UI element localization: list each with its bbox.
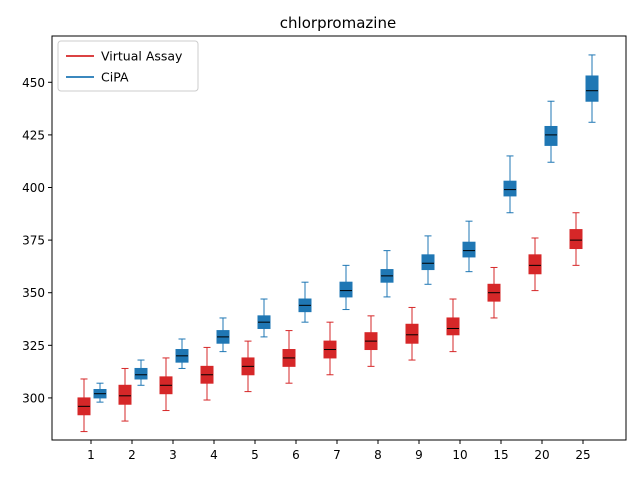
box-cipa [544,100,558,163]
box-cipa [585,54,599,123]
box-cipa [298,281,312,323]
box-virtual-assay [323,321,337,376]
box-iqr [339,281,353,298]
box-cipa [134,359,148,386]
box-iqr [421,254,435,271]
box-cipa [175,338,189,369]
box-virtual-assay [77,378,91,433]
x-tick-label: 7 [333,448,341,462]
box-iqr [528,254,542,275]
box-virtual-assay [282,330,296,384]
box-virtual-assay [405,306,419,361]
box-virtual-assay [159,357,173,412]
y-tick-label: 325 [22,339,45,353]
y-tick-label: 450 [22,76,45,90]
x-tick-label: 25 [575,448,590,462]
y-tick-label: 300 [22,391,45,405]
box-virtual-assay [364,315,378,367]
y-tick-label: 400 [22,181,45,195]
legend: Virtual Assay CiPA [57,40,199,92]
box-iqr [118,384,132,405]
box-virtual-assay [528,237,542,292]
box-virtual-assay [241,340,255,393]
legend-label-cipa: CiPA [101,70,129,85]
y-tick-label: 350 [22,286,45,300]
x-tick-label: 9 [415,448,423,462]
box-cipa [257,298,271,338]
box-cipa [462,220,476,273]
y-axis: 300 325 350 375 400 425 450 [22,76,52,405]
x-tick-label: 8 [374,448,382,462]
box-iqr [585,75,599,102]
x-tick-label: 10 [452,448,467,462]
chart-title: chlorpromazine [280,14,396,32]
x-tick-label: 2 [128,448,136,462]
x-tick-label: 5 [251,448,259,462]
box-cipa [339,264,353,311]
x-tick-label: 15 [493,448,508,462]
box-iqr [134,367,148,380]
box-iqr [446,317,460,336]
box-cipa [421,235,435,285]
box-virtual-assay [569,212,583,266]
box-virtual-assay [446,298,460,353]
box-virtual-assay [118,367,132,422]
box-iqr [544,125,558,146]
x-tick-label: 6 [292,448,300,462]
box-iqr [569,229,583,250]
x-tick-label: 1 [87,448,95,462]
box-iqr [462,241,476,258]
x-tick-label: 4 [210,448,218,462]
box-virtual-assay [487,266,501,319]
y-tick-label: 375 [22,234,45,248]
box-cipa [503,155,517,214]
plot-area [77,54,599,433]
box-cipa [380,250,394,298]
x-tick-label: 20 [534,448,549,462]
legend-label-virtual-assay: Virtual Assay [101,49,183,64]
axes-frame [51,35,627,441]
legend-box [57,40,199,92]
x-tick-label: 3 [169,448,177,462]
box-iqr [405,323,419,344]
y-tick-label: 425 [22,128,45,142]
box-cipa [93,382,107,403]
box-iqr [503,180,517,197]
box-cipa [216,317,230,353]
x-axis: 1 2 3 4 5 6 7 8 9 10 15 20 25 [87,440,591,462]
box-virtual-assay [200,346,214,401]
